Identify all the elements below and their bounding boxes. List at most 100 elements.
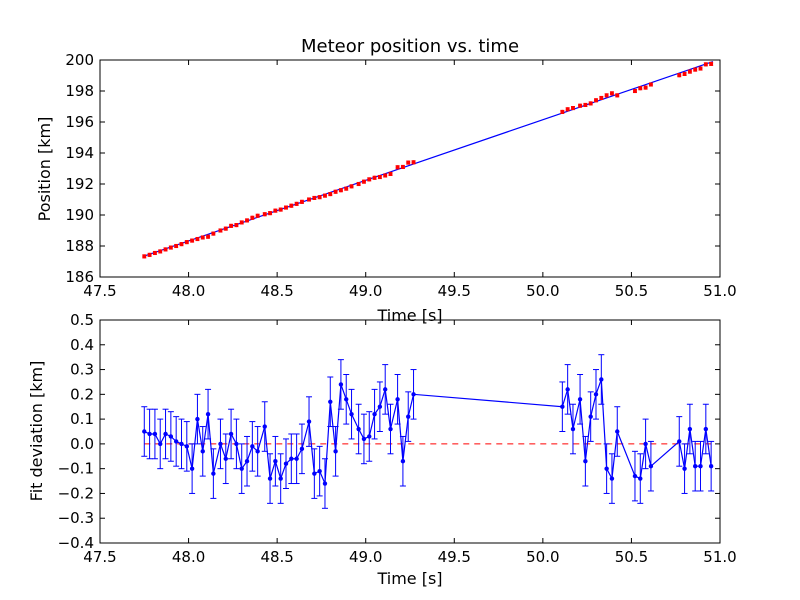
position-point xyxy=(284,205,288,210)
x-tick-label: 48.5 xyxy=(260,282,293,300)
position-point xyxy=(411,160,416,165)
deviation-point xyxy=(328,399,333,404)
deviation-point xyxy=(152,431,158,437)
x-tick-label: 51.0 xyxy=(703,548,736,566)
deviation-point xyxy=(588,414,593,419)
deviation-x-ticks: 47.5 48.0 48.5 49.0 49.5 50.0 50.5 51.0 xyxy=(83,320,737,566)
position-point xyxy=(190,238,195,243)
x-tick-label: 48.0 xyxy=(172,282,205,300)
x-tick-label: 49.5 xyxy=(438,548,471,566)
deviation-point xyxy=(189,466,195,471)
deviation-point xyxy=(218,441,223,447)
deviation-point xyxy=(367,434,372,439)
position-point xyxy=(307,197,312,202)
position-chart: Meteor position vs. time 47.5 48.0 48.5 49.… xyxy=(35,36,737,325)
deviation-point xyxy=(255,449,260,454)
y-tick-label: −0.2 xyxy=(58,484,94,502)
position-point xyxy=(367,177,372,182)
deviation-point xyxy=(388,426,393,432)
deviation-point xyxy=(317,468,322,474)
deviation-point xyxy=(609,476,615,481)
deviation-point xyxy=(168,434,174,439)
deviation-point xyxy=(211,471,216,476)
position-point xyxy=(698,66,703,71)
deviation-series xyxy=(141,354,715,509)
position-x-ticks: 47.5 48.0 48.5 49.0 49.5 50.0 50.5 51.0 xyxy=(83,60,737,300)
position-point xyxy=(693,67,698,72)
deviation-point xyxy=(648,463,654,469)
position-point xyxy=(388,171,393,176)
deviation-point xyxy=(356,426,361,432)
deviation-point xyxy=(244,459,250,464)
position-chart-frame xyxy=(99,59,721,278)
position-point xyxy=(638,86,643,91)
deviation-point xyxy=(283,461,289,466)
deviation-point xyxy=(577,397,583,402)
x-tick-label: 50.5 xyxy=(615,282,648,300)
deviation-point xyxy=(294,456,299,461)
y-tick-label: 0.5 xyxy=(70,311,94,329)
position-point xyxy=(687,69,692,74)
x-tick-label: 49.0 xyxy=(349,548,382,566)
position-point xyxy=(312,195,317,200)
position-point xyxy=(709,61,714,66)
position-point xyxy=(406,160,411,165)
position-point xyxy=(229,223,234,228)
y-tick-label: 186 xyxy=(65,268,94,286)
x-tick-label: 49.5 xyxy=(438,282,471,300)
position-points xyxy=(142,61,714,259)
deviation-point xyxy=(273,459,278,464)
position-point xyxy=(344,186,349,191)
deviation-point xyxy=(289,456,294,461)
y-tick-label: 200 xyxy=(65,51,94,69)
deviation-point xyxy=(703,426,709,432)
deviation-point xyxy=(395,397,400,402)
deviation-point xyxy=(306,419,312,424)
deviation-point xyxy=(312,471,317,476)
position-point xyxy=(211,231,216,236)
deviation-point xyxy=(570,426,576,432)
position-point xyxy=(648,82,653,87)
position-point xyxy=(349,184,354,189)
position-point xyxy=(609,91,614,96)
position-point xyxy=(278,207,283,212)
deviation-point xyxy=(278,476,283,481)
position-point xyxy=(200,235,205,240)
deviation-point xyxy=(632,473,638,479)
position-point xyxy=(588,101,593,106)
position-point xyxy=(395,165,400,170)
deviation-point xyxy=(615,429,620,434)
position-point xyxy=(328,192,333,197)
deviation-point xyxy=(361,436,367,442)
deviation-point xyxy=(708,463,714,469)
position-point xyxy=(703,62,708,67)
deviation-point xyxy=(158,441,163,447)
deviation-point xyxy=(173,439,179,444)
deviation-point xyxy=(687,426,693,432)
deviation-point xyxy=(565,387,570,392)
position-point xyxy=(333,189,338,194)
position-point xyxy=(377,175,382,180)
position-point xyxy=(273,208,278,213)
position-y-ticks: 186 188 190 192 194 196 198 200 xyxy=(65,51,720,286)
deviation-point xyxy=(179,441,184,447)
deviation-point xyxy=(377,404,383,409)
deviation-point xyxy=(163,431,168,437)
deviation-point xyxy=(262,424,267,429)
position-point xyxy=(147,252,152,257)
position-point xyxy=(250,215,255,220)
position-point xyxy=(594,98,598,103)
deviation-point xyxy=(400,459,406,464)
position-point xyxy=(239,220,244,225)
position-point xyxy=(245,218,250,223)
position-point xyxy=(142,254,147,259)
position-point xyxy=(152,250,157,255)
position-point xyxy=(322,193,327,198)
position-point xyxy=(677,73,682,78)
position-point xyxy=(158,249,163,254)
deviation-point xyxy=(234,441,239,447)
deviation-point xyxy=(411,392,416,397)
deviation-point xyxy=(682,466,687,471)
deviation-point xyxy=(205,411,211,417)
position-point xyxy=(262,212,267,217)
